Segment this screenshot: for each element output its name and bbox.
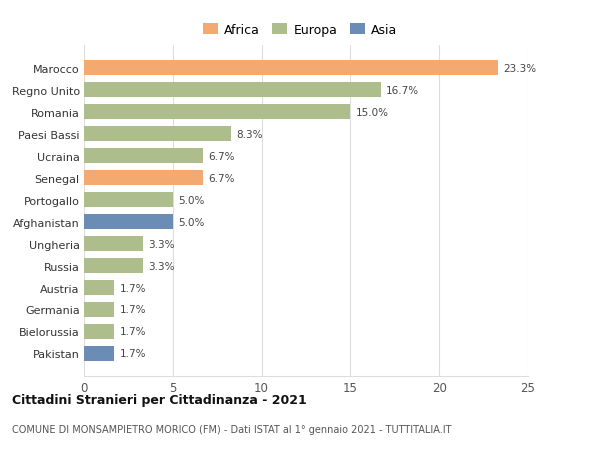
Text: 1.7%: 1.7%: [119, 283, 146, 293]
Text: 16.7%: 16.7%: [386, 85, 419, 95]
Bar: [84, 61, 498, 76]
Bar: [84, 105, 350, 120]
Bar: [84, 324, 114, 339]
Text: Cittadini Stranieri per Cittadinanza - 2021: Cittadini Stranieri per Cittadinanza - 2…: [12, 393, 307, 406]
Text: 6.7%: 6.7%: [208, 173, 235, 183]
Bar: [84, 280, 114, 296]
Text: 5.0%: 5.0%: [178, 217, 205, 227]
Legend: Africa, Europa, Asia: Africa, Europa, Asia: [199, 20, 401, 40]
Text: 1.7%: 1.7%: [119, 305, 146, 315]
Bar: [84, 83, 380, 98]
Text: 6.7%: 6.7%: [208, 151, 235, 161]
Bar: [84, 127, 232, 142]
Bar: [84, 236, 143, 252]
Bar: [84, 171, 203, 186]
Bar: [84, 302, 114, 318]
Text: 3.3%: 3.3%: [148, 239, 175, 249]
Text: 1.7%: 1.7%: [119, 349, 146, 358]
Text: 5.0%: 5.0%: [178, 195, 205, 205]
Bar: [84, 258, 143, 274]
Text: COMUNE DI MONSAMPIETRO MORICO (FM) - Dati ISTAT al 1° gennaio 2021 - TUTTITALIA.: COMUNE DI MONSAMPIETRO MORICO (FM) - Dat…: [12, 424, 452, 434]
Text: 15.0%: 15.0%: [356, 107, 389, 118]
Bar: [84, 214, 173, 230]
Text: 23.3%: 23.3%: [503, 64, 536, 73]
Text: 3.3%: 3.3%: [148, 261, 175, 271]
Bar: [84, 149, 203, 164]
Text: 8.3%: 8.3%: [237, 129, 263, 140]
Text: 1.7%: 1.7%: [119, 327, 146, 337]
Bar: [84, 192, 173, 208]
Bar: [84, 346, 114, 361]
